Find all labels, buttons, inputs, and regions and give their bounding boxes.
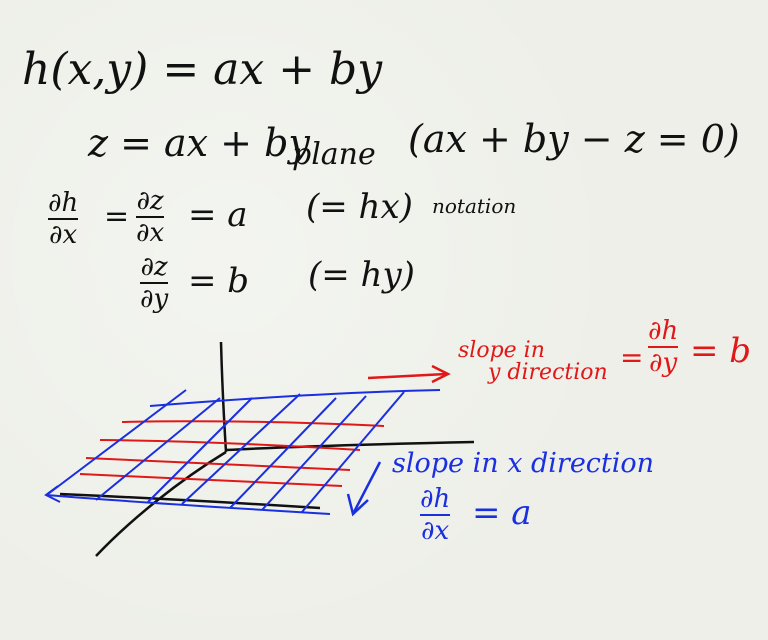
blue-line	[47, 389, 187, 495]
red-line	[121, 420, 385, 427]
fraction-dh-dx: ∂h ∂x	[48, 188, 79, 250]
numerator: ∂h	[648, 316, 679, 346]
blue-line	[301, 391, 405, 513]
blue-line	[147, 397, 253, 503]
red-equals-b: = b	[690, 331, 752, 371]
numerator: ∂h	[48, 188, 79, 218]
red-line	[99, 439, 361, 451]
blue-arrow	[346, 461, 382, 517]
x-axis	[95, 450, 227, 557]
red-grid-lines	[79, 420, 385, 487]
numerator: ∂z	[140, 252, 168, 282]
fraction-dz-dx: ∂z ∂x	[136, 186, 165, 248]
blue-equals-a: = a	[472, 493, 532, 533]
equals-a: = a	[188, 195, 248, 235]
plane-equation: (ax + by − z = 0)	[408, 117, 740, 161]
red-line	[79, 473, 343, 487]
equation-h: h(x,y) = ax + by	[22, 44, 383, 95]
hx-note: (= hx)	[306, 187, 413, 227]
denominator: ∂x	[49, 220, 78, 250]
notation-label: notation	[432, 194, 517, 218]
hy-note: (= hy)	[308, 255, 415, 295]
blue-fraction-dh-dx: ∂h ∂x	[420, 484, 451, 546]
blue-plane-front-edge	[45, 494, 331, 515]
denominator: ∂y	[649, 348, 678, 378]
red-line	[85, 457, 351, 471]
fraction-bar	[136, 216, 165, 218]
plane-label: plane	[292, 137, 376, 172]
red-slope-label-line1: slope in	[458, 338, 545, 363]
plane-front-edge-black	[59, 492, 321, 510]
blue-slope-label: slope in x direction	[392, 448, 655, 479]
blue-line	[261, 395, 367, 511]
red-arrow	[367, 364, 451, 384]
red-slope-label-line2: y direction	[488, 360, 608, 385]
numerator: ∂h	[420, 484, 451, 514]
blue-arrowhead	[44, 485, 61, 503]
denominator: ∂y	[140, 284, 169, 314]
blue-grid-lines	[44, 389, 441, 515]
fraction-dz-dy: ∂z ∂y	[140, 252, 169, 314]
denominator: ∂x	[421, 516, 450, 546]
equals-sign: =	[104, 199, 130, 234]
denominator: ∂x	[136, 218, 165, 248]
red-equals-sign: =	[620, 341, 644, 374]
fraction-bar	[420, 514, 451, 516]
numerator: ∂z	[136, 186, 164, 216]
y-axis	[225, 440, 475, 452]
fraction-bar	[648, 346, 679, 348]
equation-z: z = ax + by	[88, 121, 310, 165]
blue-line	[181, 393, 301, 505]
red-fraction-dh-dy: ∂h ∂y	[648, 316, 679, 378]
blue-line	[229, 397, 337, 509]
blue-line	[95, 397, 221, 501]
fraction-bar	[48, 218, 79, 220]
equals-b: = b	[188, 261, 250, 301]
fraction-bar	[140, 282, 169, 284]
z-axis	[219, 341, 228, 453]
